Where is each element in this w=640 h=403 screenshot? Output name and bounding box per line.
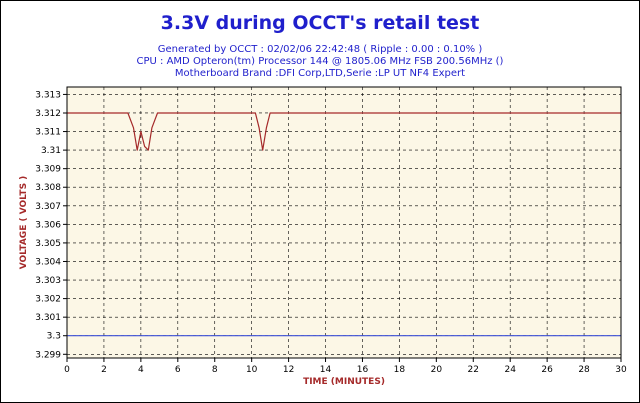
y-axis-title: VOLTAGE ( VOLTS ) <box>19 176 29 270</box>
y-tick-label: 3.313 <box>35 90 61 100</box>
x-tick-label: 24 <box>504 365 516 375</box>
subtitle-motherboard: Motherboard Brand :DFI Corp,LTD,Serie :L… <box>174 68 466 79</box>
y-tick-label: 3.309 <box>35 165 61 175</box>
chart-title: 3.3V during OCCT's retail test <box>160 12 480 34</box>
y-tick-label: 3.3 <box>47 332 61 342</box>
x-tick-label: 26 <box>541 365 553 375</box>
x-tick-label: 0 <box>64 365 70 375</box>
subtitle-generated: Generated by OCCT : 02/02/06 22:42:48 ( … <box>157 44 483 55</box>
y-tick-label: 3.306 <box>35 220 61 230</box>
y-tick-label: 3.302 <box>35 295 61 305</box>
tick-labels: 0 2 4 6 8 10 12 14 16 18 20 22 24 26 28 303.2993.33.301… <box>35 90 627 375</box>
voltage-series-line <box>67 112 621 151</box>
y-tick-label: 3.312 <box>35 109 61 119</box>
y-tick-label: 3.301 <box>35 313 61 323</box>
x-tick-label: 12 <box>283 365 294 375</box>
plot-border <box>66 86 622 359</box>
x-tick-label: 22 <box>468 365 479 375</box>
y-tick-label: 3.303 <box>35 276 61 286</box>
x-tick-label: 16 <box>357 365 369 375</box>
x-tick-label: 28 <box>578 365 590 375</box>
y-tick-label: 3.304 <box>35 257 61 267</box>
x-tick-label: 6 <box>175 365 181 375</box>
y-tick-label: 3.308 <box>35 183 61 193</box>
y-tick-label: 3.31 <box>41 146 61 156</box>
x-tick-label: 18 <box>394 365 406 375</box>
x-tick-label: 10 <box>246 365 258 375</box>
x-tick-label: 20 <box>431 365 443 375</box>
y-tick-label: 3.305 <box>35 239 61 249</box>
y-tick-label: 3.299 <box>35 350 61 360</box>
x-tick-label: 30 <box>615 365 627 375</box>
x-tick-label: 8 <box>212 365 218 375</box>
x-tick-label: 2 <box>101 365 107 375</box>
x-tick-label: 4 <box>138 365 144 375</box>
plot-area <box>67 87 621 358</box>
x-tick-label: 14 <box>320 365 332 375</box>
x-axis-title: TIME (MINUTES) <box>303 377 385 387</box>
subtitle-cpu: CPU : AMD Opteron(tm) Processor 144 @ 18… <box>136 56 504 67</box>
series-layer <box>67 112 621 337</box>
y-tick-label: 3.311 <box>35 128 61 138</box>
y-tick-label: 3.307 <box>35 202 61 212</box>
